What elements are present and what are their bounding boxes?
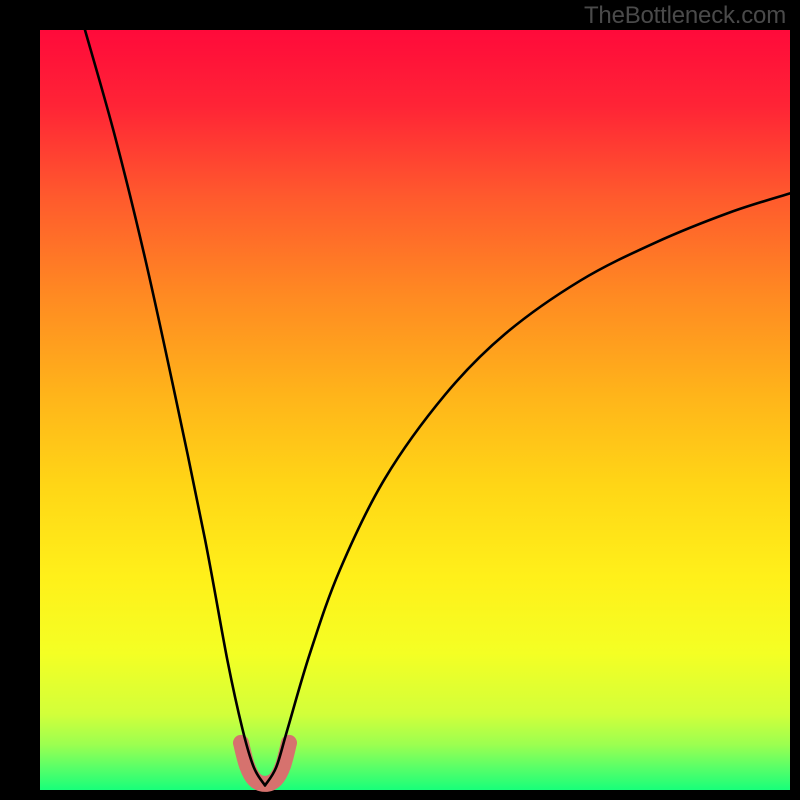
bottleneck-chart-svg [0, 0, 800, 800]
watermark-text: TheBottleneck.com [584, 2, 786, 30]
plot-area [40, 30, 790, 790]
chart-stage: TheBottleneck.com [0, 0, 800, 800]
